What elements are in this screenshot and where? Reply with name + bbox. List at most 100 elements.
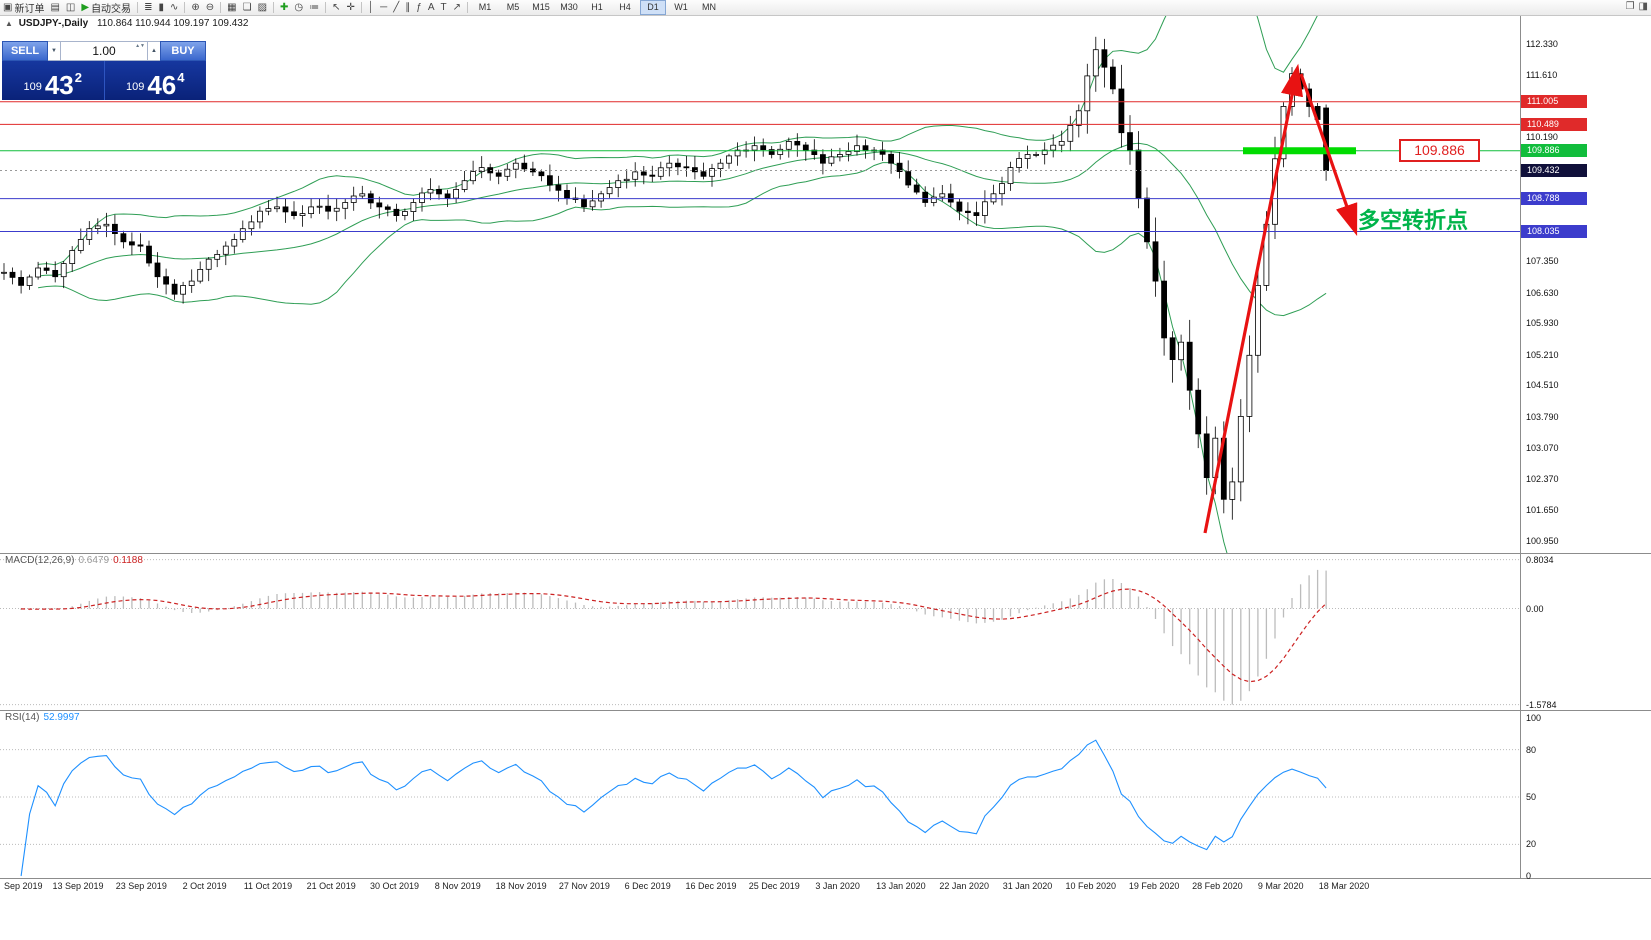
toolbar: ▣ 新订单 ▤ ◫ ▶ 自动交易 ≣ ▮ ∿ ⊕ ⊖ ▦ ❏ ▨ ✚ ◷ ≔ ↖ ✛ │ ─ ╱ ∥ ƒ A T ↗ M1 M5 M15… xyxy=(0,0,1651,16)
profiles-icon[interactable]: ▨ xyxy=(255,1,270,15)
toolbar-separator xyxy=(273,2,275,13)
price-tag-109.432: 109.432 xyxy=(1521,164,1587,178)
macd-axis-label: 0.00 xyxy=(1526,603,1544,614)
date-label: 13 Sep 2019 xyxy=(52,881,104,891)
buy-price-display[interactable]: 109 46 4 xyxy=(104,61,206,100)
date-label: 8 Nov 2019 xyxy=(434,881,481,891)
price-axis-label: 107.350 xyxy=(1526,256,1559,267)
auto-trading-button-label: 自动交易 xyxy=(91,4,132,15)
zoom-in-icon[interactable]: ⊕ xyxy=(188,1,202,15)
toolbar-separator xyxy=(184,2,186,13)
toolbar-separator xyxy=(467,2,469,13)
restore-window-icon[interactable]: ❐ xyxy=(1625,1,1635,12)
rsi-axis-label: 80 xyxy=(1526,744,1537,755)
buy-button[interactable]: BUY xyxy=(160,41,206,61)
candlestick-icon[interactable]: ▮ xyxy=(155,1,167,15)
price-axis-label: 105.210 xyxy=(1526,349,1559,360)
timeframe-m15[interactable]: M15 xyxy=(532,2,550,12)
volume-spinner-icon[interactable]: ▲▼ xyxy=(135,43,145,49)
panel-toggle-icon[interactable]: ◨ xyxy=(1638,1,1648,12)
volume-input[interactable]: 1.00 ▲▼ xyxy=(60,41,148,61)
one-click-toggle-icon[interactable]: ▲ xyxy=(5,19,13,28)
rsi-line xyxy=(20,739,1327,877)
cursor-icon: ↖ xyxy=(332,1,341,13)
date-label: 18 Mar 2020 xyxy=(1318,881,1370,891)
trendline-icon: ╱ xyxy=(393,1,400,13)
vertical-line-icon[interactable]: │ xyxy=(365,1,377,15)
period-icon[interactable]: ◷ xyxy=(291,1,306,15)
ohlc-values: 110.864 110.944 109.197 109.432 xyxy=(96,18,249,29)
timeframe-m5[interactable]: M5 xyxy=(506,2,520,12)
horizontal-line-icon[interactable]: ─ xyxy=(377,1,390,15)
toolbar-separator xyxy=(325,2,327,13)
tile-windows-icon: ▦ xyxy=(227,1,237,13)
text-icon[interactable]: A xyxy=(425,1,438,15)
templates-icon[interactable]: ≔ xyxy=(306,1,322,15)
fibonacci-icon: ƒ xyxy=(416,1,422,13)
timeframe-h4[interactable]: H4 xyxy=(619,2,631,12)
new-order-button[interactable]: ▣ 新订单 xyxy=(0,1,47,15)
price-axis-label: 104.510 xyxy=(1526,380,1559,391)
one-click-trading-panel: SELL ▼ 1.00 ▲▼ ▲ BUY 109 43 2 109 46 4 xyxy=(2,41,206,100)
toolbar-separator xyxy=(220,2,222,13)
tile-windows-icon[interactable]: ▦ xyxy=(224,1,239,15)
price-axis-label: 100.950 xyxy=(1526,535,1559,546)
toolbar-separator xyxy=(137,2,139,13)
date-label: 3 Jan 2020 xyxy=(815,881,860,891)
macd-indicator-label: MACD(12,26,9) 0.6479 0.1188 xyxy=(5,555,143,566)
zoom-out-icon: ⊖ xyxy=(205,1,215,13)
line-chart-icon[interactable]: ∿ xyxy=(167,1,181,15)
volume-increase-button[interactable]: ▲ xyxy=(148,41,160,61)
charts-icon[interactable]: ▤ xyxy=(47,1,62,15)
fibonacci-icon[interactable]: ƒ xyxy=(413,1,425,15)
cursor-icon[interactable]: ↖ xyxy=(329,1,343,15)
volume-value: 1.00 xyxy=(92,44,116,58)
ohlc-bars-icon[interactable]: ≣ xyxy=(141,1,155,15)
timeframe-d1[interactable]: D1 xyxy=(640,0,667,15)
date-label: 18 Nov 2019 xyxy=(495,881,547,891)
date-label: Sep 2019 xyxy=(4,881,43,891)
price-tag-109.886: 109.886 xyxy=(1521,144,1587,158)
trend-arrows xyxy=(1203,63,1358,534)
timeframe-w1[interactable]: W1 xyxy=(674,2,688,12)
volume-decrease-button[interactable]: ▼ xyxy=(48,41,60,61)
trendline-icon[interactable]: ╱ xyxy=(390,1,402,15)
price-axis-label: 112.330 xyxy=(1526,39,1558,49)
new-order-button-label: 新订单 xyxy=(14,4,45,15)
price-axis-label: 103.070 xyxy=(1526,443,1559,454)
new-order-button: ▣ xyxy=(3,1,13,13)
add-indicator-icon[interactable]: ✚ xyxy=(277,1,291,15)
cascade-windows-icon[interactable]: ❏ xyxy=(240,1,255,15)
crosshair-icon[interactable]: ✛ xyxy=(344,1,358,15)
timeframe-h1[interactable]: H1 xyxy=(591,2,603,12)
horizontal-line-icon: ─ xyxy=(380,1,388,13)
templates-icon: ≔ xyxy=(309,1,320,13)
arrows-icon[interactable]: ↗ xyxy=(450,1,464,15)
auto-trading-button[interactable]: ▶ 自动交易 xyxy=(78,1,134,15)
price-tag-108.788: 108.788 xyxy=(1521,192,1587,206)
label-icon[interactable]: T xyxy=(438,1,450,15)
timeframe-m1[interactable]: M1 xyxy=(478,2,492,12)
sell-price-display[interactable]: 109 43 2 xyxy=(2,61,105,100)
bollinger-bands xyxy=(38,16,1327,553)
rsi-indicator-label: RSI(14) 52.9997 xyxy=(5,712,80,723)
rsi-axis-label: 0 xyxy=(1526,871,1532,881)
vertical-line-icon: │ xyxy=(367,1,375,13)
channel-icon[interactable]: ∥ xyxy=(402,1,413,15)
date-label: 16 Dec 2019 xyxy=(685,881,737,891)
timeframe-mn[interactable]: MN xyxy=(702,2,717,12)
sell-button[interactable]: SELL xyxy=(2,41,48,61)
zoom-out-icon[interactable]: ⊖ xyxy=(203,1,217,15)
date-label: 28 Feb 2020 xyxy=(1192,881,1243,891)
label-icon: T xyxy=(440,1,447,13)
date-label: 23 Sep 2019 xyxy=(115,881,167,891)
date-label: 25 Dec 2019 xyxy=(748,881,800,891)
timeframe-m30[interactable]: M30 xyxy=(560,2,578,12)
price-level-box[interactable]: 109.886 xyxy=(1399,139,1480,162)
layout-icon[interactable]: ◫ xyxy=(63,1,78,15)
price-tag-111.005: 111.005 xyxy=(1521,95,1587,109)
date-label: 9 Mar 2020 xyxy=(1257,881,1304,891)
date-label: 11 Oct 2019 xyxy=(243,881,293,891)
rsi-axis-label: 50 xyxy=(1526,792,1537,802)
